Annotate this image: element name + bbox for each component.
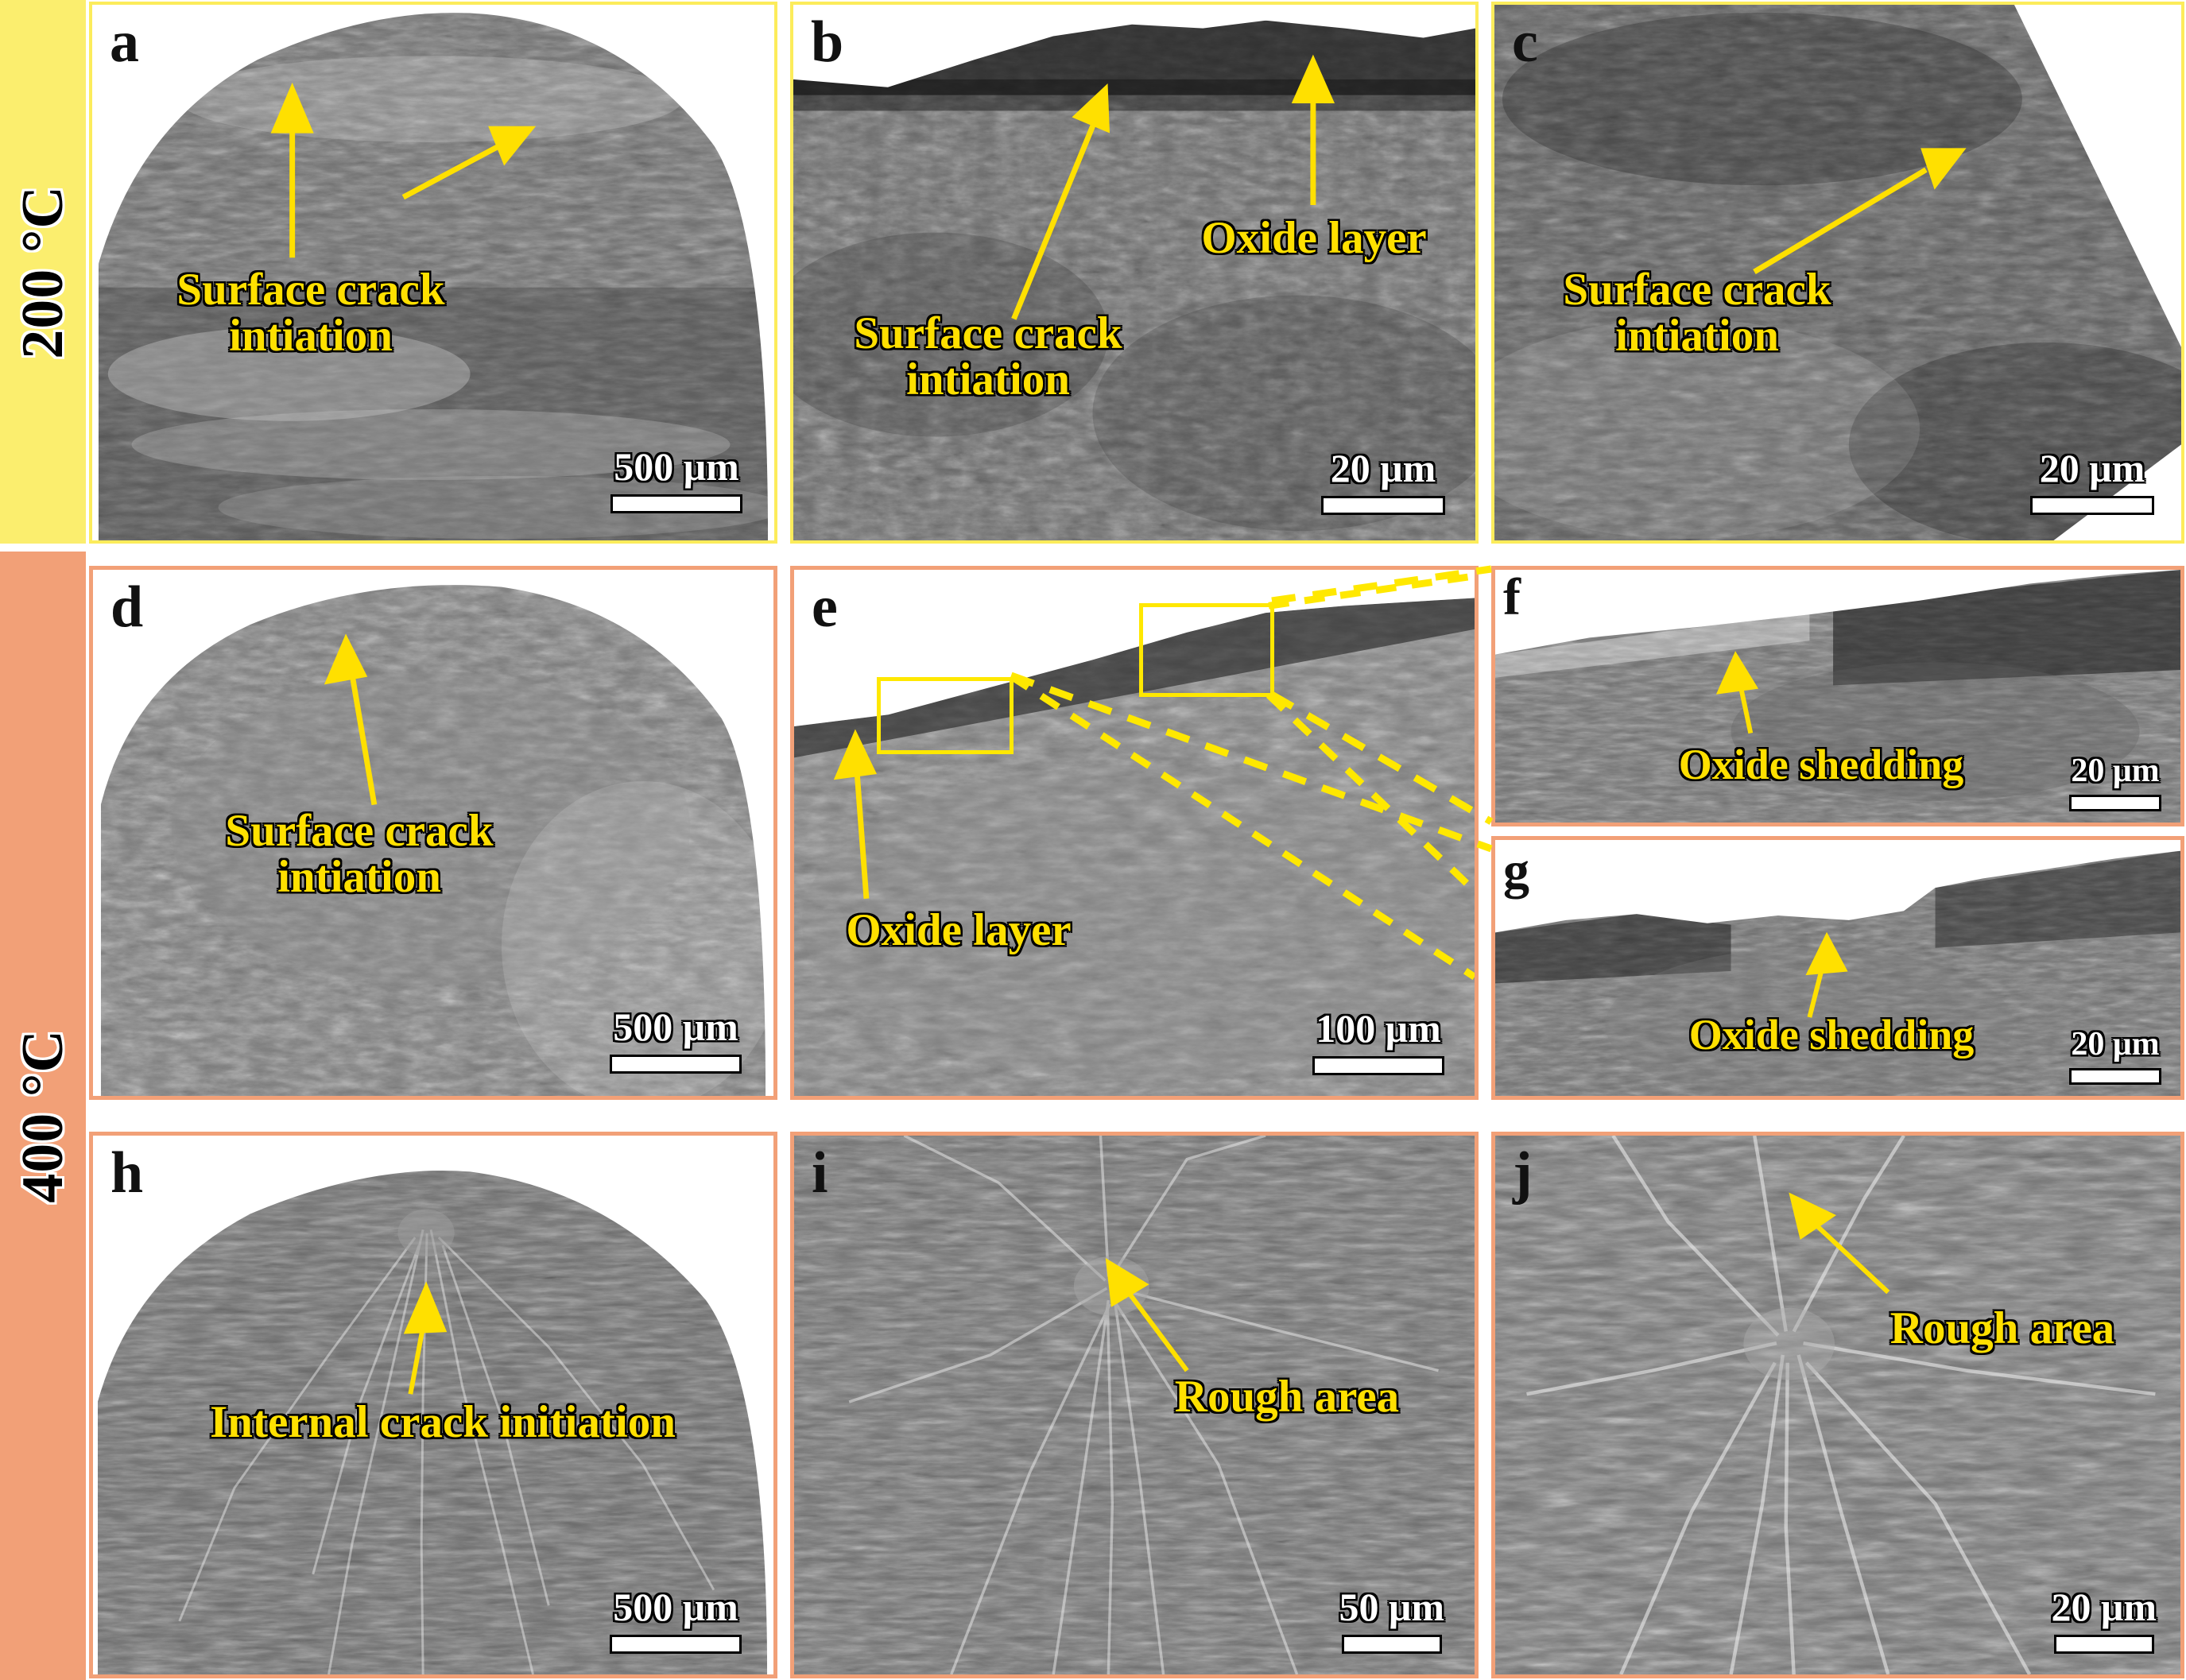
scalebar-label-h: 500 μm <box>613 1585 738 1629</box>
scalebar-label-c: 20 μm <box>2039 446 2145 490</box>
panel-letter-f: f <box>1503 568 1521 626</box>
panel-letter-g: g <box>1503 842 1529 900</box>
annotation-surface-crack-initiation-a: Surface crack intiation <box>176 265 445 362</box>
annotation-rough-area-i: Rough area <box>1174 1372 1400 1422</box>
scalebar-b: 20 μm <box>1321 445 1445 515</box>
panel-letter-e: e <box>812 575 838 640</box>
scalebar-label-a: 500 μm <box>614 444 739 489</box>
scalebar-bar-g <box>2069 1068 2161 1085</box>
scalebar-label-b: 20 μm <box>1330 446 1436 490</box>
sem-image-a <box>92 5 774 540</box>
scalebar-label-d: 500 μm <box>613 1005 738 1049</box>
scalebar-bar-a <box>610 494 742 513</box>
panel-c: c Surface crack intiation 20 μm <box>1491 2 2184 544</box>
scalebar-bar-h <box>610 1635 742 1654</box>
sem-image-d <box>93 570 773 1096</box>
scalebar-d: 500 μm <box>610 1004 742 1074</box>
panel-i: i Rough area 50 μm <box>790 1132 1479 1678</box>
scalebar-f: 20 μm <box>2069 752 2161 811</box>
annotation-oxide-layer-e: Oxide layer <box>846 905 1072 955</box>
panel-e: e Oxide layer 100 μm <box>790 566 1479 1100</box>
panel-letter-c: c <box>1512 10 1538 75</box>
scalebar-label-j: 20 μm <box>2051 1585 2157 1629</box>
temperature-label-200c: 200 °C <box>10 184 76 359</box>
annotation-surface-crack-initiation-d: Surface crack intiation <box>225 806 494 903</box>
scalebar-c: 20 μm <box>2030 445 2154 515</box>
scalebar-bar-c <box>2030 496 2154 515</box>
scalebar-label-e: 100 μm <box>1316 1006 1441 1051</box>
scalebar-bar-b <box>1321 496 1445 515</box>
scalebar-i: 50 μm <box>1339 1584 1445 1654</box>
annotation-oxide-layer-b: Oxide layer <box>1201 213 1427 263</box>
annotation-surface-crack-initiation-b: Surface crack intiation <box>854 308 1122 405</box>
panel-j: j Rough area 20 μm <box>1491 1132 2184 1678</box>
scalebar-label-g: 20 μm <box>2071 1026 2160 1063</box>
scalebar-bar-d <box>610 1055 742 1074</box>
scalebar-h: 500 μm <box>610 1584 742 1654</box>
panel-f: f Oxide shedding 20 μm <box>1491 566 2184 826</box>
scalebar-label-i: 50 μm <box>1339 1585 1445 1629</box>
panel-letter-i: i <box>812 1140 828 1206</box>
scalebar-bar-j <box>2053 1635 2154 1654</box>
temperature-rail-400c: 400 °C <box>0 552 86 1680</box>
panel-g: g Oxide shedding 20 μm <box>1491 836 2184 1100</box>
panel-h: h Internal crack initiation 500 μm <box>89 1132 777 1678</box>
scalebar-j: 20 μm <box>2052 1584 2157 1654</box>
panel-letter-j: j <box>1513 1140 1533 1206</box>
panel-letter-h: h <box>110 1140 144 1206</box>
annotation-oxide-shedding-f: Oxide shedding <box>1678 741 1964 788</box>
annotation-rough-area-j: Rough area <box>1889 1303 2115 1353</box>
annotation-surface-crack-initiation-c: Surface crack intiation <box>1563 265 1831 362</box>
roi-box-e-left <box>877 677 1014 754</box>
scalebar-a: 500 μm <box>610 443 742 513</box>
scalebar-g: 20 μm <box>2069 1025 2161 1085</box>
panel-letter-b: b <box>811 10 844 75</box>
panel-b: b Surface crack intiation Oxide layer 20… <box>790 2 1479 544</box>
panel-d: d Surface crack intiation 500 μm <box>89 566 777 1100</box>
panel-letter-d: d <box>110 575 144 640</box>
scalebar-bar-f <box>2069 795 2161 811</box>
annotation-internal-crack-initiation-h: Internal crack initiation <box>210 1397 676 1447</box>
annotation-oxide-shedding-g: Oxide shedding <box>1688 1011 1975 1059</box>
panel-a: a Surface crack intiation 500 μm <box>89 2 777 544</box>
temperature-rail-200c: 200 °C <box>0 0 86 544</box>
scalebar-bar-i <box>1341 1635 1442 1654</box>
scalebar-bar-e <box>1312 1056 1444 1075</box>
roi-box-e-right <box>1139 603 1274 697</box>
scalebar-label-f: 20 μm <box>2071 753 2160 789</box>
sem-image-i <box>794 1136 1475 1674</box>
panel-letter-a: a <box>110 10 139 75</box>
temperature-label-400c: 400 °C <box>10 1028 76 1203</box>
sem-image-h <box>93 1136 773 1674</box>
scalebar-e: 100 μm <box>1312 1005 1444 1075</box>
sem-image-f <box>1495 570 2180 823</box>
sem-image-j <box>1495 1136 2180 1674</box>
